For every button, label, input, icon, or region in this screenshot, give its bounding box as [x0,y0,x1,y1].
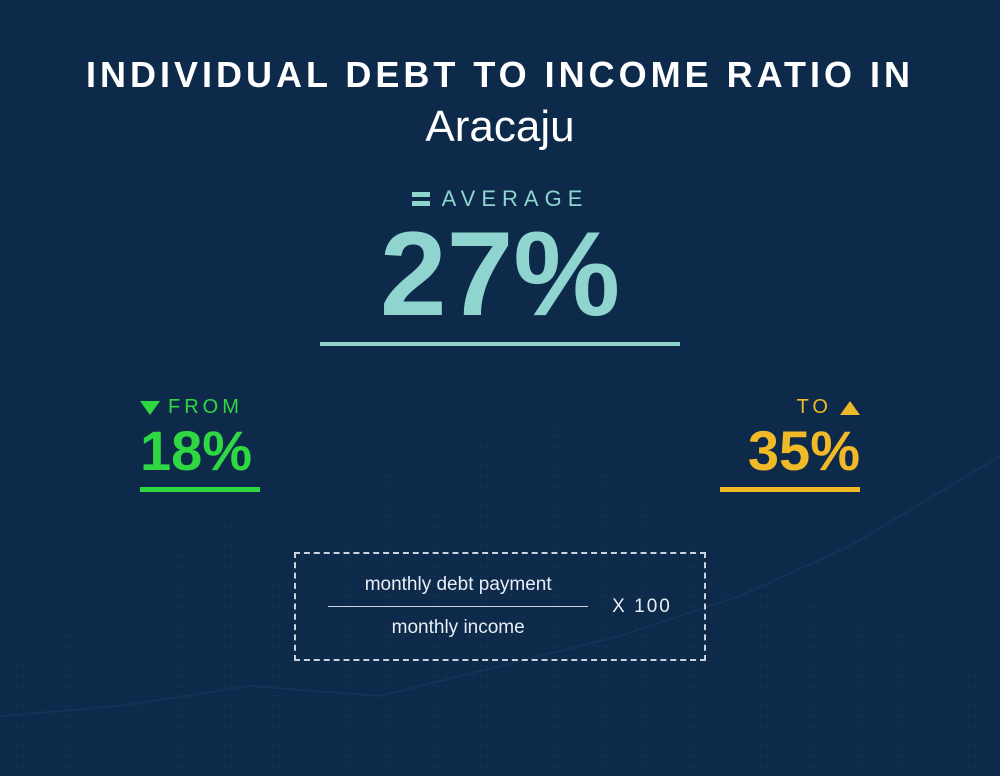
formula-multiplier: X 100 [612,596,672,618]
fraction-line [328,606,588,607]
from-label-row: FROM [140,396,260,419]
from-block: FROM 18% [140,396,260,492]
from-value: 18% [140,423,260,479]
equals-icon [412,192,430,206]
to-underline [720,487,860,492]
infographic-content: INDIVIDUAL DEBT TO INCOME RATIO IN Araca… [0,0,1000,776]
title-block: INDIVIDUAL DEBT TO INCOME RATIO IN Araca… [0,54,1000,152]
formula-denominator: monthly income [392,617,525,639]
formula-fraction: monthly debt payment monthly income [328,574,588,639]
to-label-row: TO [720,396,860,419]
formula-numerator: monthly debt payment [365,574,552,596]
from-label: FROM [168,396,243,419]
triangle-down-icon [140,401,160,415]
title-line-1: INDIVIDUAL DEBT TO INCOME RATIO IN [0,54,1000,96]
average-block: AVERAGE 27% [0,186,1000,346]
average-underline [320,342,680,346]
range-row: FROM 18% TO 35% [0,396,1000,492]
triangle-up-icon [840,401,860,415]
to-block: TO 35% [720,396,860,492]
to-value: 35% [720,423,860,479]
average-value: 27% [0,214,1000,334]
from-underline [140,487,260,492]
to-label: TO [797,396,832,419]
formula-box: monthly debt payment monthly income X 10… [294,552,706,661]
title-line-2: Aracaju [0,102,1000,152]
